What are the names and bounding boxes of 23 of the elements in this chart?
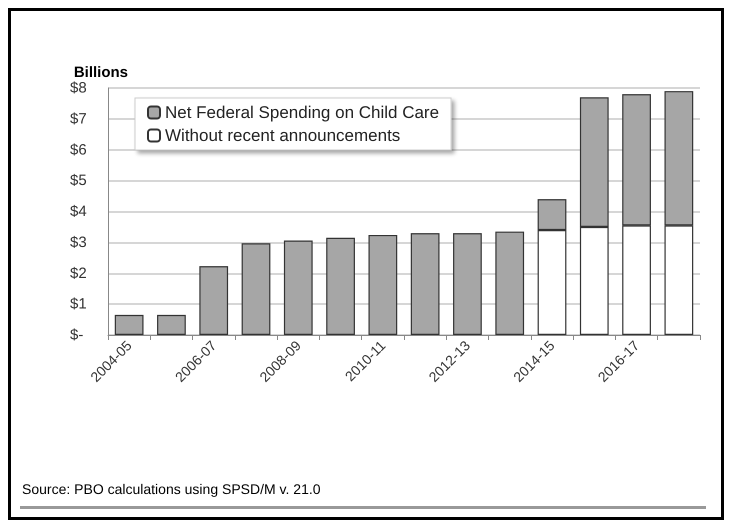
y-tick-label: $1 bbox=[70, 296, 87, 313]
y-tick-label: $- bbox=[70, 326, 84, 344]
legend-label: Without recent announcements bbox=[165, 126, 400, 145]
y-tick-label: $3 bbox=[70, 234, 87, 251]
legend-label: Net Federal Spending on Child Care bbox=[165, 103, 440, 122]
bar bbox=[242, 243, 270, 335]
bar bbox=[326, 238, 355, 335]
bar bbox=[114, 314, 144, 335]
source-note: Source: PBO calculations using SPSD/M v. 21.0 bbox=[22, 481, 321, 497]
bar bbox=[199, 266, 228, 335]
y-tick-label: $6 bbox=[70, 141, 87, 158]
bar bbox=[495, 232, 524, 335]
bar bbox=[284, 240, 313, 335]
bar bbox=[368, 234, 398, 335]
y-tick-label: $8 bbox=[70, 80, 87, 96]
bar bbox=[453, 233, 482, 335]
y-axis-title: Billions bbox=[74, 64, 128, 81]
y-tick-label: $7 bbox=[70, 110, 87, 128]
bar bbox=[157, 314, 186, 335]
y-tick-label: $2 bbox=[70, 264, 87, 282]
y-tick-label: $4 bbox=[70, 203, 87, 220]
bar bbox=[410, 233, 440, 335]
y-tick-label: $5 bbox=[70, 172, 87, 190]
